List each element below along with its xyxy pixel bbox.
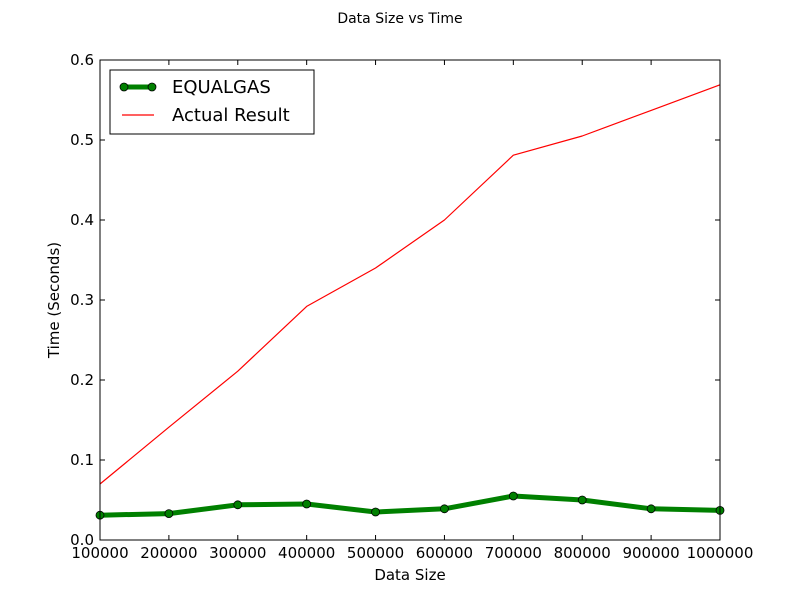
x-tick-label: 200000 <box>140 544 197 562</box>
y-tick-label: 0.4 <box>70 211 94 229</box>
x-tick-label: 700000 <box>485 544 542 562</box>
data-point <box>508 491 518 501</box>
legend-marker <box>147 82 157 92</box>
y-tick-label: 0.5 <box>70 131 94 149</box>
series-line-0 <box>99 493 721 518</box>
y-tick-label: 0.0 <box>70 531 94 549</box>
x-tick-label: 100000 <box>71 544 128 562</box>
series-line-1 <box>99 84 721 485</box>
x-tick-label: 400000 <box>278 544 335 562</box>
y-tick-label: 0.3 <box>70 291 94 309</box>
y-axis-label: Time (Seconds) <box>45 242 63 359</box>
x-tick-label: 1000000 <box>687 544 754 562</box>
legend-label: EQUALGAS <box>172 77 271 98</box>
y-tick-label: 0.2 <box>70 371 94 389</box>
legend-marker <box>119 82 129 92</box>
y-tick-label: 0.1 <box>70 451 94 469</box>
data-point <box>577 495 587 505</box>
data-point <box>371 507 380 517</box>
legend-box <box>109 69 315 135</box>
legend-label: Actual Result <box>172 105 290 126</box>
y-axis-ticks: 0.0 0.1 0.2 0.3 0.4 0.5 0.6 <box>70 51 720 549</box>
x-tick-label: 900000 <box>622 544 679 562</box>
x-axis-label: Data Size <box>374 566 445 584</box>
x-tick-label: 800000 <box>554 544 611 562</box>
y-tick-label: 0.6 <box>70 51 94 69</box>
legend: EQUALGAS Actual Result <box>109 69 315 135</box>
data-point <box>646 504 656 514</box>
x-tick-label: 600000 <box>416 544 473 562</box>
x-tick-label: 500000 <box>347 544 404 562</box>
data-point <box>233 500 243 510</box>
x-axis-ticks: 100000 200000 300000 400000 500000 600000 7000… <box>71 60 753 562</box>
data-point <box>302 499 312 509</box>
chart-title: Data Size vs Time <box>337 11 462 27</box>
data-point <box>440 504 449 514</box>
x-tick-label: 300000 <box>209 544 266 562</box>
data-point <box>164 509 174 518</box>
